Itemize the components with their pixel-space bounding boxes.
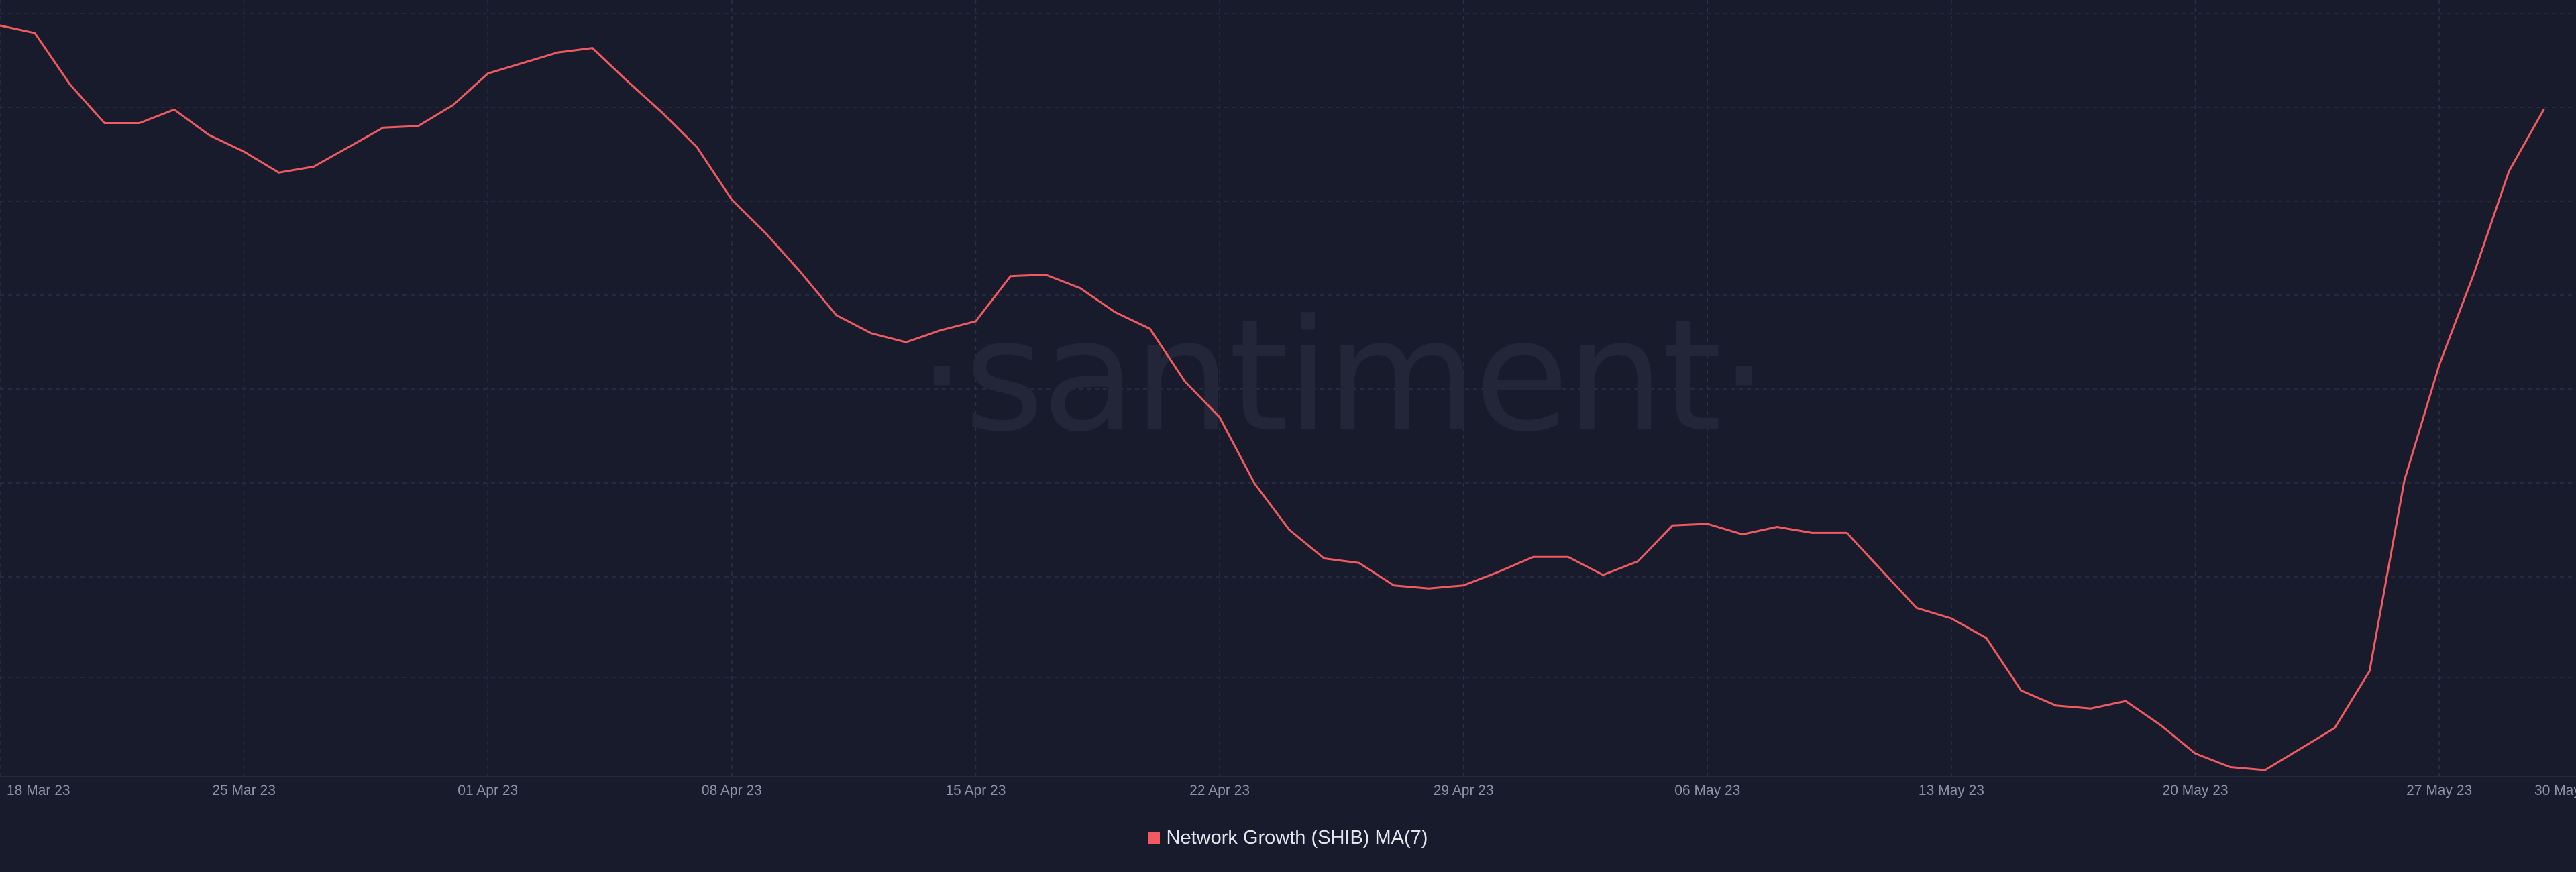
data-point [1844,530,1849,535]
data-point [973,319,979,324]
data-point [520,60,525,66]
data-point [1426,586,1432,591]
data-point [764,231,769,237]
data-point [1739,532,1745,537]
series-line-network-growth [0,24,2545,771]
data-point [799,270,804,276]
x-tick-label: 13 May 23 [1919,783,1984,798]
data-point [2193,751,2198,756]
data-point [380,125,386,130]
data-point [1705,521,1710,527]
data-point [1042,272,1048,278]
data-point [2367,668,2372,673]
data-point [2402,478,2407,483]
data-point [1217,415,1222,420]
data-point [1287,527,1292,533]
data-point [1914,605,1919,610]
legend-label: Network Growth (SHIB) MA(7) [1166,827,1428,849]
x-tick-label: 06 May 23 [1674,783,1740,798]
data-point [102,121,107,126]
data-point [1809,530,1815,535]
data-point [1182,378,1187,384]
legend: Network Growth (SHIB) MA(7) [0,827,2576,849]
data-point [1635,559,1640,564]
data-point [1670,523,1675,528]
data-point [0,23,3,28]
x-tick-label: 01 Apr 23 [458,783,518,798]
x-tick-label: 18 Mar 23 [7,783,70,798]
data-point [904,339,909,345]
data-point [625,78,630,84]
data-point [172,107,177,112]
data-point [32,30,38,36]
data-point [2088,706,2094,711]
data-point [1147,326,1152,331]
data-point [415,123,421,129]
data-point [276,170,282,175]
x-tick-label: 22 Apr 23 [1189,783,1250,798]
data-point [485,71,490,76]
data-point [67,81,72,87]
data-point [207,132,212,138]
data-point [1984,635,1989,641]
data-point [2506,168,2512,174]
data-point [729,197,735,203]
data-point [2297,747,2302,752]
data-point [659,110,665,115]
x-tick-label: 30 May [2534,783,2576,798]
data-point [834,313,839,318]
data-point [2471,270,2477,276]
data-point [1252,481,1257,486]
data-point [450,103,455,108]
data-point [590,46,595,51]
data-point [2332,725,2337,730]
data-point [1356,560,1362,565]
data-point [137,121,142,126]
data-point [2262,767,2267,773]
data-point [1879,567,1884,573]
data-point [1774,525,1780,530]
x-tick-label: 29 Apr 23 [1434,783,1494,798]
data-point [1077,286,1083,291]
data-point [2123,698,2129,704]
x-tick-label: 15 Apr 23 [946,783,1006,798]
data-point [311,164,317,169]
data-point [2436,362,2442,368]
x-tick-label: 20 May 23 [2163,783,2229,798]
data-point [1531,554,1536,559]
data-point [1391,583,1397,588]
data-point [2053,703,2059,708]
data-point [346,144,352,150]
data-point [1566,554,1571,559]
x-tick-label: 27 May 23 [2406,783,2472,798]
watermark: ·santiment· [918,287,1766,466]
legend-swatch [1148,832,1160,844]
data-point [938,327,944,333]
data-point [2019,688,2024,693]
data-point [2228,765,2233,770]
series-layer [0,23,2546,773]
x-tick-label: 25 Mar 23 [212,783,276,798]
data-point [1461,583,1466,588]
data-point [1008,274,1013,279]
grid [0,0,2576,777]
data-point [1496,569,1501,575]
data-point [1601,572,1606,578]
x-tick-label: 08 Apr 23 [702,783,762,798]
data-point [694,144,700,150]
data-point [1112,309,1118,315]
x-axis: 18 Mar 23 25 Mar 23 01 Apr 23 08 Apr 23 15 A… [7,783,2576,798]
data-point [241,149,247,154]
data-point [2158,722,2163,728]
data-point [555,50,560,55]
data-point [1949,616,1954,621]
data-point [1322,556,1327,561]
data-point [2541,107,2546,112]
data-point [869,331,874,336]
